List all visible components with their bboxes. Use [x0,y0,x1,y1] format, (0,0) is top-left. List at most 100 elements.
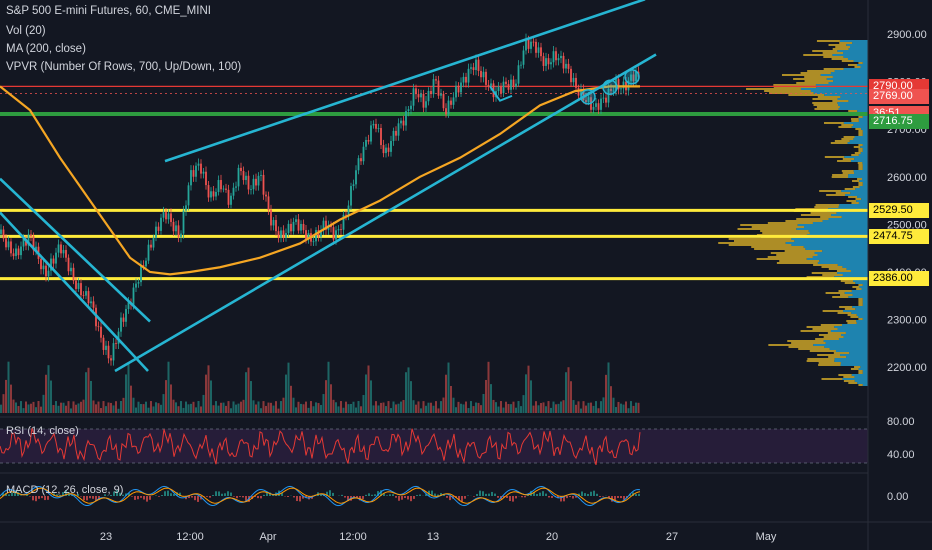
vpvr-down-bar [858,150,863,152]
volume-bar [532,405,535,413]
volume-bar [392,401,395,413]
x-tick-label: 20 [546,531,558,543]
candle-body [560,55,562,59]
candle-body [62,249,65,254]
macd-histogram-bar [548,496,550,498]
macd-histogram-bar [302,496,304,499]
vpvr-up-bar [842,274,868,276]
vpvr-up-bar [855,188,868,190]
macd-histogram-bar [374,494,376,496]
vpvr-down-bar [768,344,814,346]
trendlines[interactable] [0,0,657,373]
candle-body [212,191,215,197]
vpvr-down-bar [835,46,850,48]
candle-body [132,287,135,305]
candle-body [550,62,552,65]
vpvr-down-bar [848,382,858,384]
volume-bar [480,405,482,413]
candle-body [562,55,565,69]
volume-bar [320,404,322,413]
candle-body [207,185,210,198]
trendline [0,211,149,372]
circle-annotations[interactable] [489,69,640,105]
volume-bar [5,379,7,413]
trendline [114,53,657,373]
horizontal-levels [0,85,868,281]
macd-histogram-bar [392,494,394,496]
macd-histogram-bar [173,494,175,496]
vpvr-up-bar [824,94,868,96]
vpvr-down-bar [820,216,842,218]
volume-bar [15,402,17,413]
vpvr-down-bar [733,240,795,242]
vpvr-up-bar [858,120,868,122]
vpvr-down-bar [838,374,852,376]
candle-body [140,265,142,283]
macd-histogram-bar [638,493,640,496]
volume-bar [147,407,150,413]
volume-bar [142,404,145,413]
vpvr-up-bar [862,150,868,152]
volume-bar [220,402,222,413]
x-tick-label: 12:00 [176,531,204,543]
volume-bar [542,402,545,413]
macd-histogram-bar [320,493,322,496]
macd-histogram-bar [35,496,37,502]
vpvr-down-bar [836,270,851,272]
vpvr-down-bar [831,176,849,178]
macd-histogram-bar [347,496,349,502]
vpvr-down-bar [832,48,849,50]
candle-body [85,291,87,296]
volume-bar [282,397,285,413]
vpvr-down-bar [832,174,849,176]
vpvr-up-bar [805,248,868,250]
candle-body [632,74,635,82]
vpvr-up-bar [806,258,868,260]
volume-bar [62,402,65,413]
candle-body [55,252,57,264]
volume-bar [632,405,635,413]
volume-bar [237,403,240,413]
macd-histogram-bar [572,496,574,499]
candle-body [567,63,570,69]
candle-body [12,253,15,257]
volume-bar [37,401,40,413]
candle-body [535,41,537,53]
rsi-tick-label: 40.00 [887,449,915,461]
candle-body [280,230,282,238]
volume-bar [277,408,280,413]
volume-bar [130,385,132,413]
x-tick-label: 23 [100,531,112,543]
y-tick-label: 2500.00 [887,219,927,231]
candle-body [172,221,175,232]
vpvr-up-bar [848,100,868,102]
volume-bar [510,404,512,413]
volume-bar [230,408,232,413]
candle-body [472,67,475,71]
candle-body [622,81,625,89]
macd-histogram-bar [578,493,580,496]
volume-bar [222,402,225,413]
volume-bar [132,397,135,413]
vpvr-up-bar [846,44,868,46]
vpvr-down-bar [819,190,842,192]
candle-body [192,170,195,177]
vpvr-up-bar [852,42,868,44]
candle-body [367,139,370,142]
price-tag: 2386.00 [869,271,929,287]
candle-body [387,147,390,152]
vpvr-down-bar [804,80,834,82]
vpvr-up-bar [853,280,868,282]
candle-body [477,59,480,71]
volume-bar [40,406,42,413]
volume-bar [167,361,170,413]
volume-bar [587,402,590,413]
vpvr-up-bar [843,336,868,338]
volume-bar [262,401,265,413]
vpvr-down-bar [806,276,835,278]
vpvr-up-bar [854,172,868,174]
candle-body [480,70,482,78]
vpvr-down-bar [851,120,859,122]
candle-body [342,214,345,230]
